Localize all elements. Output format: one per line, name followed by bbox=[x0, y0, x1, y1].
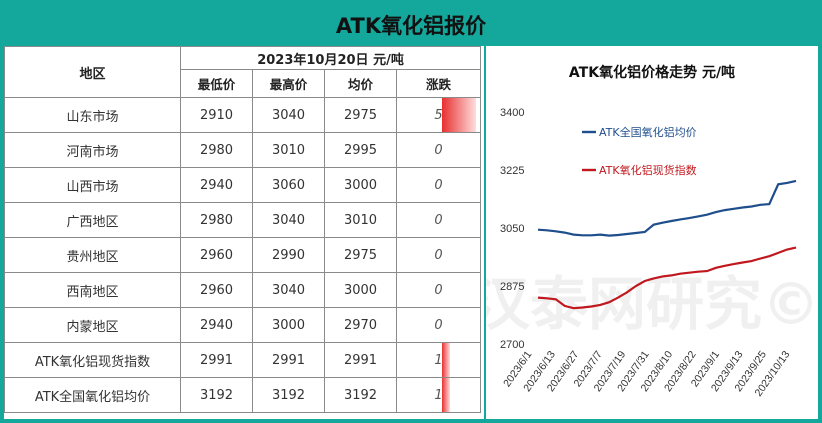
high-price-cell: 3040 bbox=[252, 272, 325, 308]
chart-section: ATK氧化铝价格走势 元/吨 汉泰网研究© 3400 3225 3050 2875 270… bbox=[484, 46, 818, 419]
high-price-cell: 2990 bbox=[252, 237, 325, 273]
legend-label-1: ATK氧化铝现货指数 bbox=[599, 163, 697, 177]
chart-title: ATK氧化铝价格走势 元/吨 bbox=[568, 65, 736, 81]
change-cell: 0 bbox=[395, 202, 482, 238]
change-cell: 0 bbox=[395, 237, 482, 273]
avg-price-cell: 2975 bbox=[324, 97, 397, 133]
change-value: 5 bbox=[434, 107, 443, 123]
low-price-cell: 2940 bbox=[180, 167, 253, 203]
region-cell: ATK全国氧化铝均价 bbox=[4, 377, 181, 413]
change-bar bbox=[441, 378, 450, 412]
avg-price-cell: 2975 bbox=[324, 237, 397, 273]
column-header-low: 最低价 bbox=[180, 69, 253, 98]
page-title: ATK氧化铝报价 bbox=[4, 4, 818, 46]
column-header-change: 涨跌 bbox=[395, 69, 482, 98]
high-price-cell: 3000 bbox=[252, 307, 325, 343]
change-value: 0 bbox=[434, 247, 443, 263]
avg-price-cell: 3000 bbox=[324, 167, 397, 203]
low-price-cell: 2940 bbox=[180, 307, 253, 343]
change-value: 0 bbox=[434, 282, 443, 298]
low-price-cell: 2980 bbox=[180, 132, 253, 168]
price-table-section: 地区 2023年10月20日 元/吨 最低价 最高价 均价 涨跌 山东市场 291… bbox=[4, 46, 482, 419]
change-bar bbox=[441, 343, 450, 377]
table-row: 西南地区 2960 3040 3000 0 bbox=[4, 272, 482, 308]
high-price-cell: 3040 bbox=[252, 202, 325, 238]
region-header: 地区 bbox=[4, 46, 181, 98]
legend-label-0: ATK全国氧化铝均价 bbox=[599, 125, 697, 139]
y-tick-label: 2700 bbox=[500, 339, 524, 351]
column-header-avg: 均价 bbox=[324, 69, 397, 98]
high-price-cell: 2991 bbox=[252, 342, 325, 378]
high-price-cell: 3192 bbox=[252, 377, 325, 413]
avg-price-cell: 2991 bbox=[324, 342, 397, 378]
low-price-cell: 2960 bbox=[180, 272, 253, 308]
avg-price-cell: 3000 bbox=[324, 272, 397, 308]
series-line-1 bbox=[537, 246, 797, 310]
low-price-cell: 2980 bbox=[180, 202, 253, 238]
change-bar bbox=[441, 98, 476, 132]
price-trend-chart: 汉泰网研究© 3400 3225 3050 2875 2700 ATK全国氧化铝均价 ATK氧… bbox=[486, 107, 818, 399]
avg-price-cell: 2995 bbox=[324, 132, 397, 168]
region-cell: 贵州地区 bbox=[4, 237, 181, 273]
region-cell: 西南地区 bbox=[4, 272, 181, 308]
table-row: 内蒙地区 2940 3000 2970 0 bbox=[4, 307, 482, 343]
region-cell: 内蒙地区 bbox=[4, 307, 181, 343]
column-header-high: 最高价 bbox=[252, 69, 325, 98]
low-price-cell: 2960 bbox=[180, 237, 253, 273]
region-cell: 广西地区 bbox=[4, 202, 181, 238]
avg-price-cell: 3192 bbox=[324, 377, 397, 413]
low-price-cell: 2991 bbox=[180, 342, 253, 378]
low-price-cell: 3192 bbox=[180, 377, 253, 413]
table-row: 贵州地区 2960 2990 2975 0 bbox=[4, 237, 482, 273]
y-tick-label: 3400 bbox=[500, 107, 524, 119]
region-cell: 山东市场 bbox=[4, 97, 181, 133]
table-row: ATK氧化铝现货指数 2991 2991 2991 1 bbox=[4, 342, 482, 378]
change-cell: 1 bbox=[395, 342, 482, 378]
change-cell: 0 bbox=[395, 132, 482, 168]
change-value: 0 bbox=[434, 317, 443, 333]
low-price-cell: 2910 bbox=[180, 97, 253, 133]
change-cell: 0 bbox=[395, 272, 482, 308]
change-value: 1 bbox=[434, 387, 443, 403]
watermark: 汉泰网研究© bbox=[486, 270, 818, 338]
price-table: 地区 2023年10月20日 元/吨 最低价 最高价 均价 涨跌 山东市场 291… bbox=[4, 46, 482, 413]
change-value: 1 bbox=[434, 352, 443, 368]
table-row: ATK全国氧化铝均价 3192 3192 3192 1 bbox=[4, 377, 482, 413]
high-price-cell: 3060 bbox=[252, 167, 325, 203]
change-cell: 5 bbox=[395, 97, 482, 133]
date-header: 2023年10月20日 元/吨 bbox=[179, 46, 482, 70]
high-price-cell: 3010 bbox=[252, 132, 325, 168]
y-tick-label: 3225 bbox=[500, 165, 524, 177]
change-value: 0 bbox=[434, 142, 443, 158]
table-row: 广西地区 2980 3040 3010 0 bbox=[4, 202, 482, 238]
high-price-cell: 3040 bbox=[252, 97, 325, 133]
y-tick-label: 2875 bbox=[500, 281, 524, 293]
region-cell: 山西市场 bbox=[4, 167, 181, 203]
region-cell: ATK氧化铝现货指数 bbox=[4, 342, 181, 378]
region-cell: 河南市场 bbox=[4, 132, 181, 168]
change-cell: 1 bbox=[395, 377, 482, 413]
change-value: 0 bbox=[434, 177, 443, 193]
avg-price-cell: 3010 bbox=[324, 202, 397, 238]
change-cell: 0 bbox=[395, 307, 482, 343]
y-tick-label: 3050 bbox=[500, 223, 524, 235]
series-line-0 bbox=[537, 179, 797, 237]
table-row: 山东市场 2910 3040 2975 5 bbox=[4, 97, 482, 133]
table-row: 河南市场 2980 3010 2995 0 bbox=[4, 132, 482, 168]
change-value: 0 bbox=[434, 212, 443, 228]
change-cell: 0 bbox=[395, 167, 482, 203]
table-row: 山西市场 2940 3060 3000 0 bbox=[4, 167, 482, 203]
avg-price-cell: 2970 bbox=[324, 307, 397, 343]
